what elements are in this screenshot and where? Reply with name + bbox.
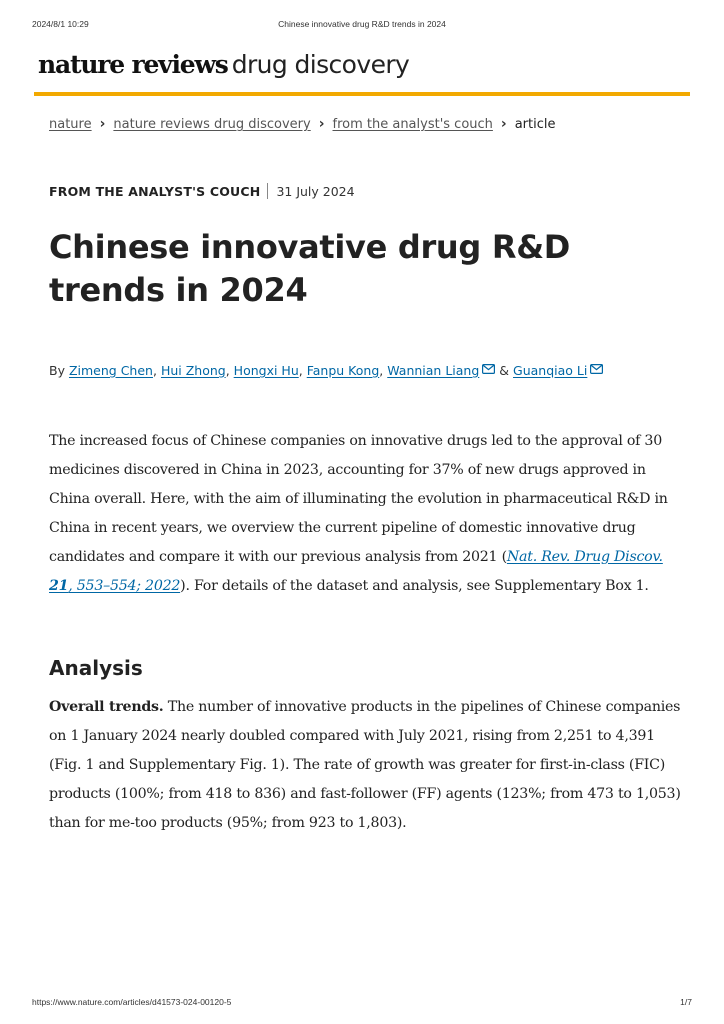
journal-logo[interactable]: nature reviews drug discovery — [38, 50, 410, 79]
breadcrumb-link-section[interactable]: from the analyst's couch — [332, 117, 493, 132]
breadcrumb-current: article — [514, 117, 556, 132]
author-link[interactable]: Wannian Liang — [387, 363, 480, 378]
breadcrumb-link-nature[interactable]: nature — [49, 117, 92, 132]
section-heading: Analysis — [49, 656, 143, 680]
chevron-right-icon: › — [99, 116, 106, 132]
chevron-right-icon: › — [318, 116, 325, 132]
and-label: & — [499, 363, 510, 378]
brand-accent-rule — [34, 92, 690, 96]
logo-drug-discovery: drug discovery — [231, 50, 410, 79]
print-header: 2024/8/1 10:29 Chinese innovative drug R… — [32, 19, 692, 31]
print-url: https://www.nature.com/articles/d41573-0… — [32, 997, 232, 1007]
paragraph-text: The number of innovative products in the… — [49, 699, 681, 831]
article-meta: FROM THE ANALYST'S COUCH 31 July 2024 — [49, 183, 355, 199]
article-abstract: The increased focus of Chinese companies… — [49, 433, 668, 594]
author-link[interactable]: Zimeng Chen — [68, 363, 153, 378]
by-label: By — [49, 363, 65, 378]
meta-divider — [267, 183, 269, 199]
print-footer: https://www.nature.com/articles/d41573-0… — [32, 997, 692, 1009]
print-page-title: Chinese innovative drug R&D trends in 20… — [278, 19, 446, 29]
article-type: FROM THE ANALYST'S COUCH — [49, 184, 261, 199]
author-link[interactable]: Hongxi Hu — [233, 363, 299, 378]
print-page-number: 1/7 — [680, 997, 692, 1007]
email-icon[interactable] — [482, 362, 496, 377]
author-list: By Zimeng Chen, Hui Zhong, Hongxi Hu, Fa… — [49, 362, 604, 378]
article-title: Chinese innovative drug R&D trends in 20… — [49, 228, 571, 309]
overall-trends-paragraph: Overall trends. The number of innovative… — [49, 693, 681, 838]
author-link[interactable]: Hui Zhong — [160, 363, 226, 378]
email-icon[interactable] — [590, 362, 604, 377]
publication-date: 31 July 2024 — [276, 184, 355, 199]
breadcrumb: nature › nature reviews drug discovery › fro… — [49, 116, 555, 132]
paragraph-lead: Overall trends. — [49, 699, 164, 715]
reference-link[interactable]: Nat. Rev. Drug Discov. 21, 553–554; 2022 — [49, 549, 663, 594]
logo-nature-reviews: nature reviews — [38, 50, 229, 79]
print-datetime: 2024/8/1 10:29 — [32, 19, 89, 29]
breadcrumb-link-journal[interactable]: nature reviews drug discovery — [113, 117, 311, 132]
chevron-right-icon: › — [500, 116, 507, 132]
author-link[interactable]: Guanqiao Li — [513, 363, 588, 378]
author-link[interactable]: Fanpu Kong — [306, 363, 380, 378]
